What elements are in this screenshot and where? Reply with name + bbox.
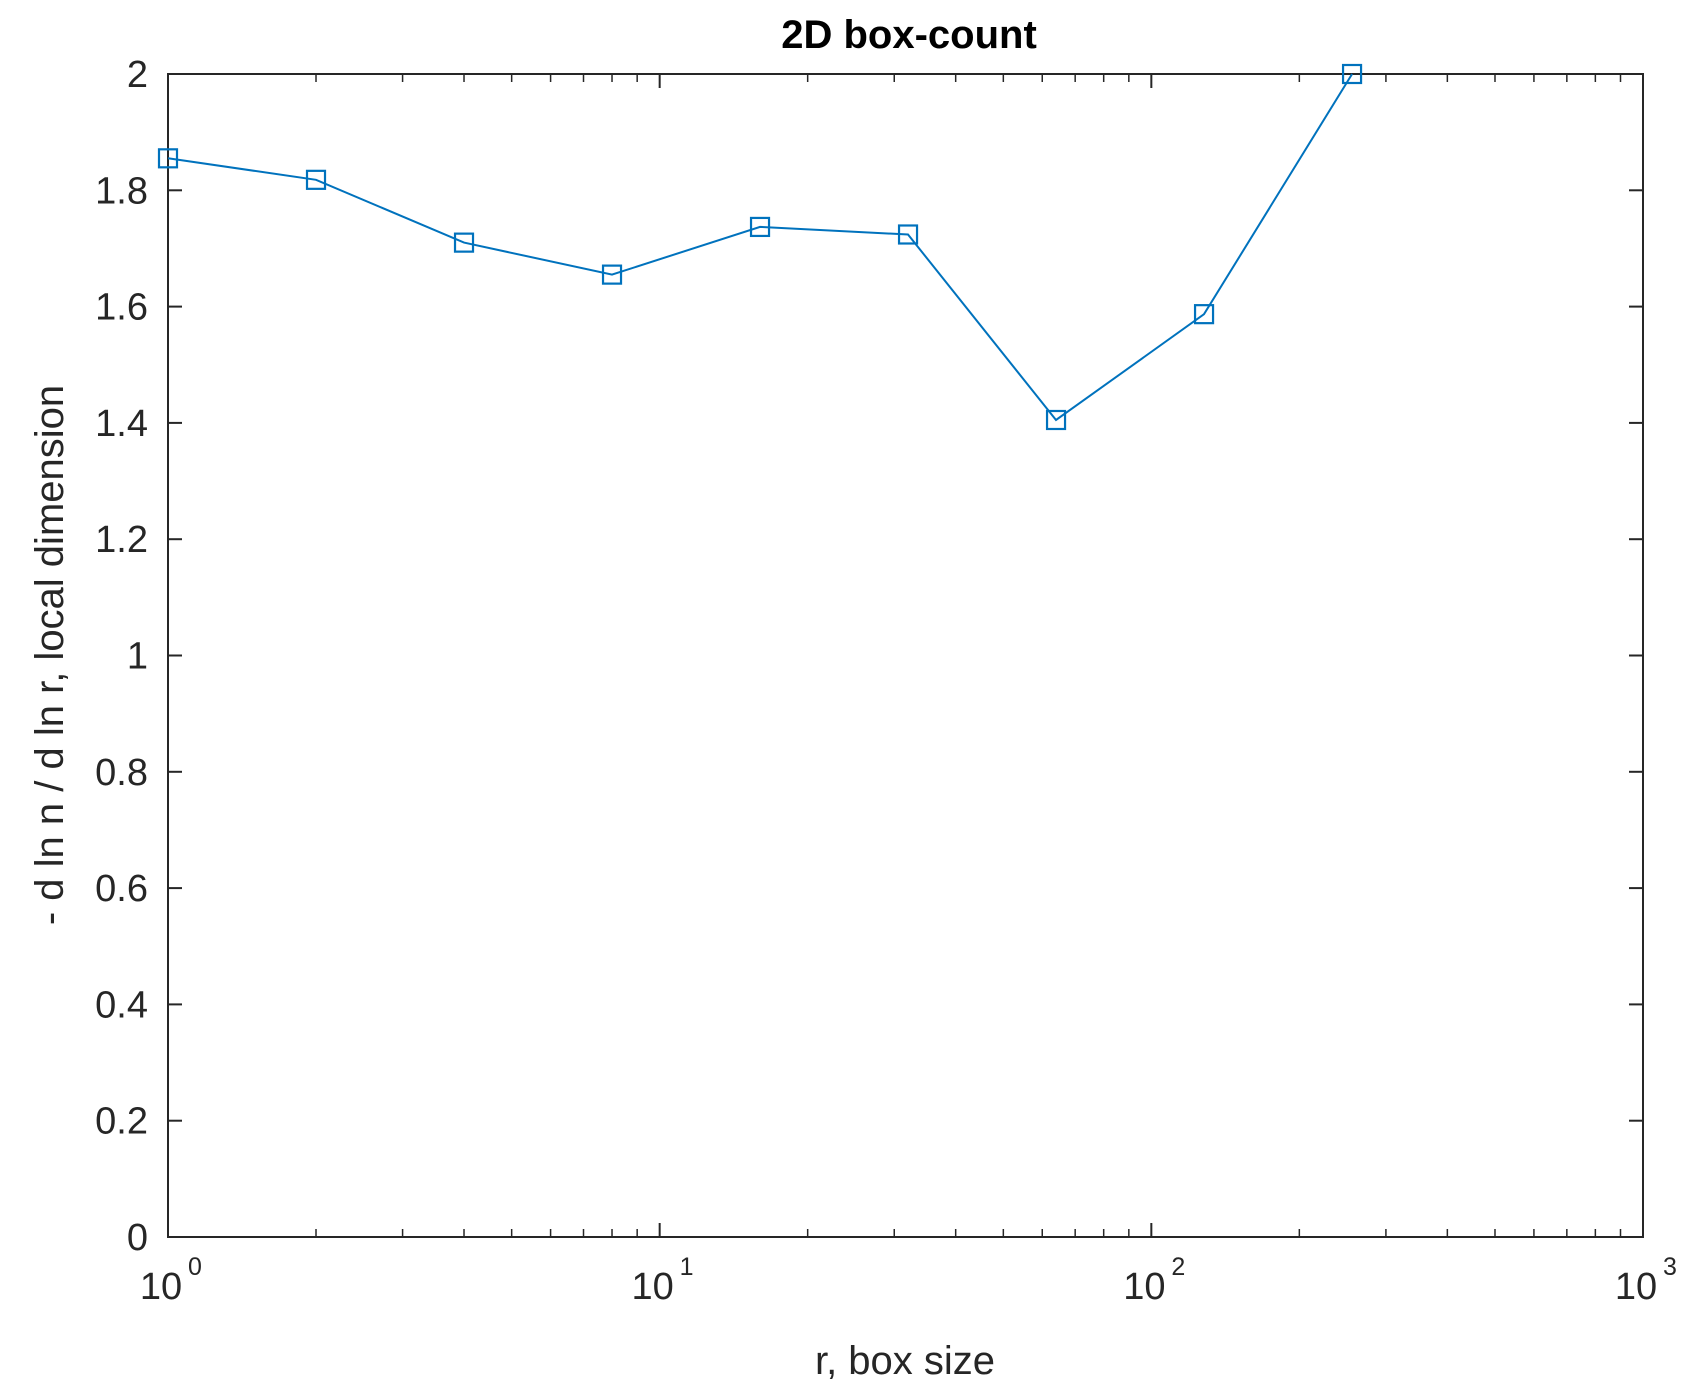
y-tick-label: 0 [127,1217,148,1259]
series-layer [157,63,1363,431]
data-point-marker [749,216,771,238]
x-tick-label-exponent: 2 [1171,1253,1185,1281]
y-tick-label: 0.6 [95,868,148,910]
y-tick-label: 1.6 [95,287,148,329]
y-axis-label: - d ln n / d ln r, local dimension [28,385,72,925]
data-point-marker [305,169,327,190]
chart-title: 2D box-count [781,13,1037,57]
x-tick-label: 10 2 [1123,1253,1185,1308]
y-tick-label: 0.2 [95,1101,148,1143]
data-point-marker [601,264,623,285]
y-tick-label: 1 [127,636,148,678]
data-point-marker [1341,63,1363,85]
x-tick-label: 10 3 [1615,1253,1677,1308]
x-tick-label-exponent: 1 [680,1253,694,1281]
data-point-marker [1045,409,1067,431]
y-tick-label: 1.8 [95,170,148,212]
x-axis-label: r, box size [815,1339,995,1383]
y-tick-label: 2 [127,54,148,96]
y-tick-label: 1.2 [95,519,148,561]
x-tick-label-base: 10 [140,1266,182,1308]
data-point-marker [897,224,919,245]
data-point-marker [453,232,475,253]
axis-ticks [167,73,1644,1238]
y-tick-labels: 0 0.2 0.4 0.6 0.8 1 1.2 1.4 1.6 1.8 2 [95,54,148,1259]
series-line [167,73,1353,422]
data-point-marker [1193,304,1215,325]
x-tick-labels: 10 0 10 1 10 2 10 3 [140,1253,1677,1308]
x-tick-label-base: 10 [632,1266,674,1308]
x-tick-label-base: 10 [1615,1266,1657,1308]
y-tick-label: 0.4 [95,984,148,1026]
x-tick-label: 10 0 [140,1253,202,1308]
x-tick-label-exponent: 0 [188,1253,202,1281]
x-tick-label: 10 1 [632,1253,694,1308]
plot-area [167,73,1644,1238]
x-tick-label-exponent: 3 [1663,1253,1677,1281]
y-tick-label: 0.8 [95,752,148,794]
y-tick-label: 1.4 [95,403,148,445]
x-tick-label-base: 10 [1123,1266,1165,1308]
data-point-marker [157,148,179,169]
